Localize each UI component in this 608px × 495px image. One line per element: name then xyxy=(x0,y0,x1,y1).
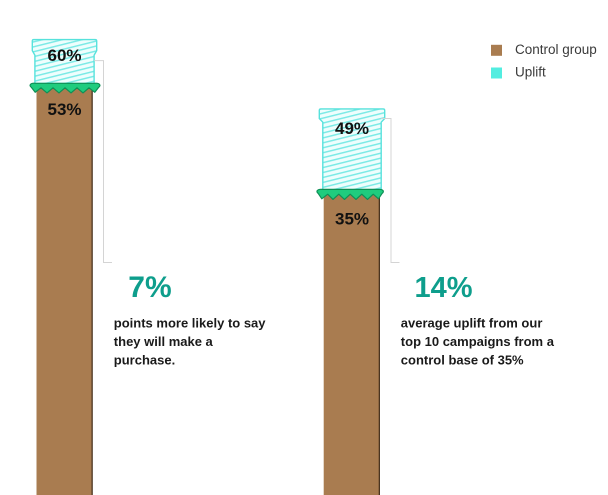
svg-text:35%: 35% xyxy=(335,210,369,229)
svg-text:53%: 53% xyxy=(47,100,81,119)
svg-text:purchase.: purchase. xyxy=(114,353,175,368)
svg-text:points more likely to say: points more likely to say xyxy=(114,315,266,330)
svg-text:Uplift: Uplift xyxy=(515,65,546,80)
svg-text:top 10 campaigns from a: top 10 campaigns from a xyxy=(401,334,555,349)
svg-text:they will make a: they will make a xyxy=(114,334,214,349)
svg-text:Control group: Control group xyxy=(515,42,597,57)
svg-text:60%: 60% xyxy=(47,46,81,65)
svg-text:49%: 49% xyxy=(335,119,369,138)
svg-text:average uplift from our: average uplift from our xyxy=(401,315,543,330)
svg-text:control base of 35%: control base of 35% xyxy=(401,353,524,368)
svg-text:14%: 14% xyxy=(415,272,473,304)
svg-text:7%: 7% xyxy=(128,271,171,304)
